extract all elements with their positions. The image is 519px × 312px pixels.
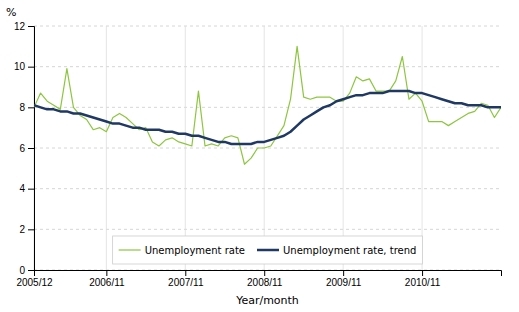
tick-mark <box>28 67 34 68</box>
tick-mark <box>28 26 34 27</box>
legend-item: Unemployment rate <box>119 245 245 256</box>
x-tick: 2010/11 <box>405 270 441 288</box>
grid-line <box>185 26 186 270</box>
tick-label: 10 <box>14 61 26 72</box>
grid-line <box>34 107 501 108</box>
x-tick: 2006/11 <box>89 270 125 288</box>
axis-line <box>28 27 35 271</box>
tick-label: 2010/11 <box>405 277 441 288</box>
y-axis: 0 2 4 6 8 10 12 <box>14 21 35 276</box>
x-tick: 2009/11 <box>326 270 362 288</box>
tick-label: 12 <box>14 21 26 32</box>
y-tick: 6 <box>19 143 34 154</box>
grid <box>34 26 501 270</box>
grid-line <box>343 26 344 270</box>
tick-label: 2007/11 <box>168 277 204 288</box>
tick-mark <box>28 189 34 190</box>
tick-label: 2009/11 <box>326 277 362 288</box>
y-tick: 8 <box>19 102 34 113</box>
grid-line <box>34 188 501 189</box>
series-line <box>34 46 501 164</box>
x-tick: 2007/11 <box>168 270 204 288</box>
lines <box>34 46 501 164</box>
grid-line <box>34 148 501 149</box>
grid-line <box>34 66 501 67</box>
grid-line <box>34 229 501 230</box>
tick-label: 2005/12 <box>16 277 53 288</box>
tick-label: 8 <box>19 102 25 113</box>
tick-label: 2 <box>19 224 25 235</box>
grid-line <box>422 26 423 270</box>
chart: 2005/12 2006/11 2007/11 2008/11 2009/11 2010/… <box>0 0 519 312</box>
tick-label: 2006/11 <box>89 277 125 288</box>
y-tick: 10 <box>14 61 34 72</box>
tick-label: 6 <box>19 143 25 154</box>
tick-mark <box>28 229 34 230</box>
legend-label: Unemployment rate, trend <box>283 245 416 256</box>
tick-mark <box>106 270 107 276</box>
tick-mark <box>28 107 34 108</box>
plot: 2005/12 2006/11 2007/11 2008/11 2009/11 2010/… <box>14 21 502 288</box>
series-line <box>34 91 501 144</box>
legend-swatch <box>257 249 279 252</box>
axis-line <box>35 271 502 277</box>
grid-line <box>106 26 107 270</box>
legend: Unemployment rate Unemployment rate, tren… <box>113 236 423 264</box>
y-axis-title: % <box>6 6 16 19</box>
tick-label: 2008/11 <box>247 277 283 288</box>
x-axis: 2005/12 2006/11 2007/11 2008/11 2009/11 2010/… <box>16 270 501 288</box>
y-tick: 2 <box>19 224 34 235</box>
y-tick: 12 <box>14 21 34 32</box>
legend-swatch <box>119 249 141 250</box>
tick-label: 4 <box>19 183 25 194</box>
tick-label: 0 <box>19 265 25 276</box>
y-tick: 4 <box>19 183 34 194</box>
x-tick: 2008/11 <box>247 270 283 288</box>
legend-item: Unemployment rate, trend <box>257 245 416 256</box>
legend-label: Unemployment rate <box>145 245 245 256</box>
tick-mark <box>422 270 423 276</box>
grid-line <box>34 26 501 27</box>
legend-box <box>113 236 423 264</box>
x-axis-title: Year/month <box>235 294 299 307</box>
tick-mark <box>343 270 344 276</box>
tick-mark <box>264 270 265 276</box>
tick-mark <box>28 270 34 271</box>
tick-mark <box>185 270 186 276</box>
y-tick: 0 <box>19 265 34 276</box>
tick-mark <box>28 148 34 149</box>
